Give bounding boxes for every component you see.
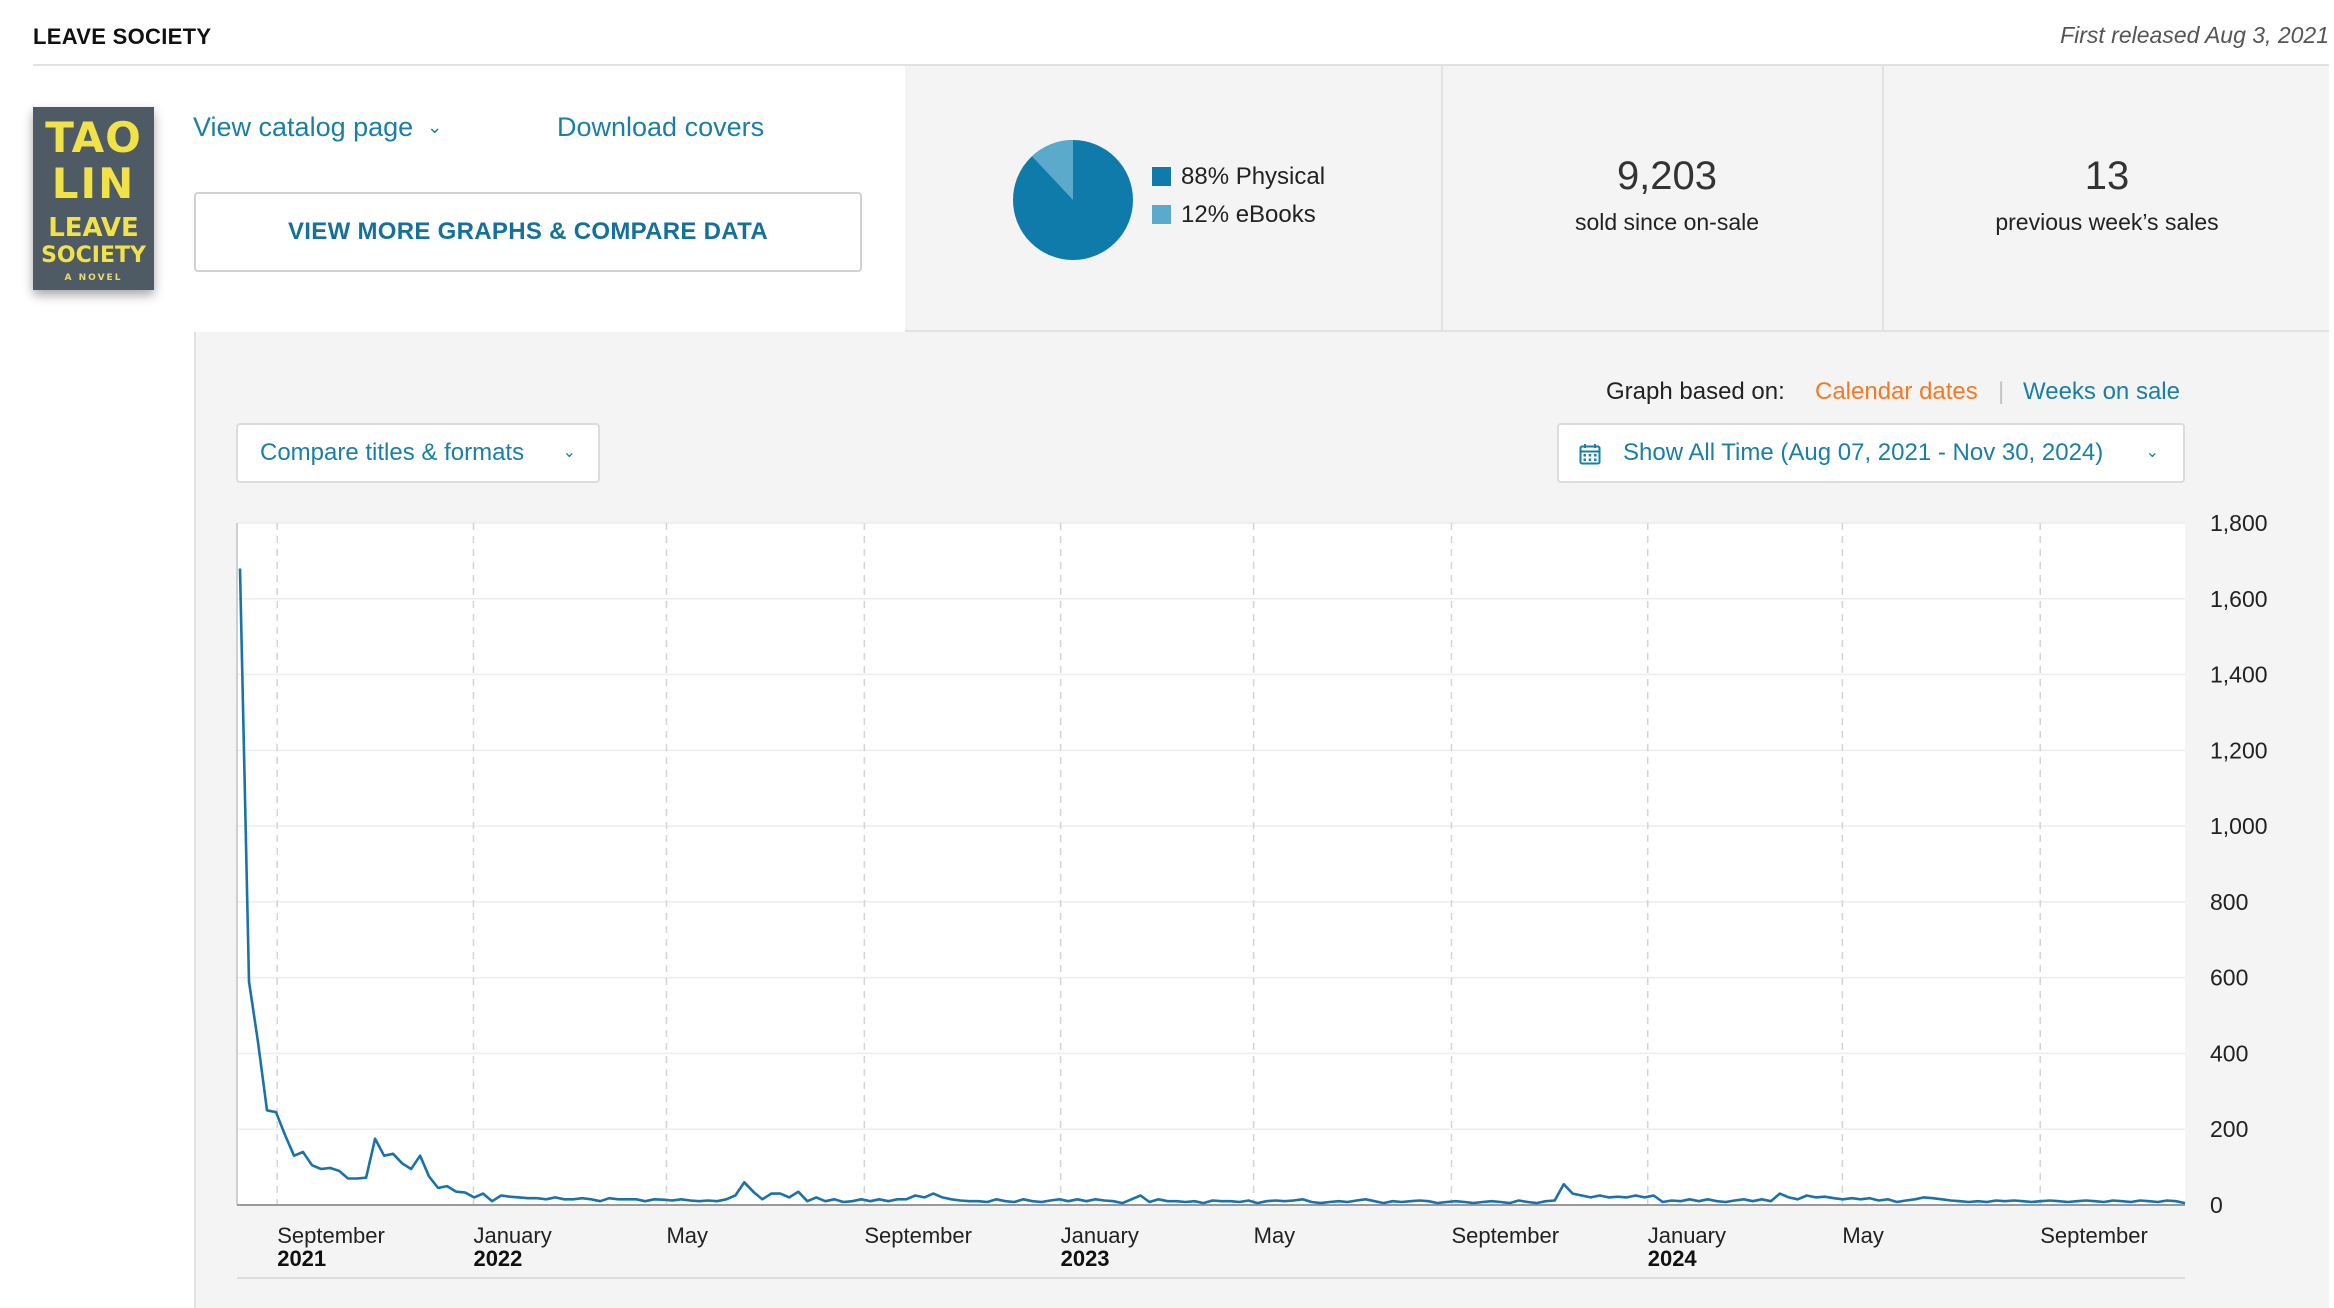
chevron-down-icon: ⌄: [2145, 444, 2159, 461]
legend-item-ebooks: 12% eBooks: [1152, 201, 1316, 229]
legend-swatch: [1152, 167, 1171, 186]
view-catalog-label: View catalog page: [193, 112, 414, 142]
weekly-sales-label: previous week’s sales: [1995, 209, 2219, 235]
legend-label: 12% eBooks: [1181, 201, 1316, 228]
cover-text: A NOVEL: [64, 273, 123, 283]
book-cover[interactable]: TAO LIN LEAVE SOCIETY A NOVEL: [33, 107, 154, 290]
divider: [1882, 66, 1884, 332]
cover-text: LEAVE: [48, 213, 139, 243]
stats-panel: 88% Physical 12% eBooks 9,203 sold since…: [905, 66, 2329, 332]
release-date: First released Aug 3, 2021: [2060, 22, 2329, 48]
view-more-graphs-button[interactable]: VIEW MORE GRAPHS & COMPARE DATA: [194, 192, 862, 272]
sold-label: sold since on-sale: [1574, 209, 1760, 235]
book-title: LEAVE SOCIETY: [33, 24, 212, 49]
date-range-label: Show All Time (Aug 07, 2021 - Nov 30, 20…: [1623, 439, 2104, 466]
sold-count: 9,203: [1616, 154, 1718, 198]
download-covers-link[interactable]: Download covers: [557, 112, 765, 142]
compare-titles-dropdown[interactable]: Compare titles & formats ⌄: [236, 423, 600, 483]
weekly-sales-count: 13: [2084, 154, 2130, 198]
format-pie-chart: [1013, 140, 1133, 260]
basis-separator: |: [1998, 378, 2005, 405]
calendar-icon: [1579, 444, 1601, 465]
weeks-on-sale-option[interactable]: Weeks on sale: [2023, 378, 2180, 405]
date-range-dropdown[interactable]: Show All Time (Aug 07, 2021 - Nov 30, 20…: [1557, 423, 2185, 483]
calendar-dates-option[interactable]: Calendar dates: [1815, 378, 1978, 405]
cover-text: SOCIETY: [41, 243, 146, 268]
pie-slice-ebooks: [1031, 140, 1073, 200]
divider: [1441, 66, 1443, 332]
graph-basis-label: Graph based on:: [1606, 378, 1785, 405]
legend-label: 88% Physical: [1181, 163, 1326, 190]
compare-titles-label: Compare titles & formats: [260, 439, 525, 466]
legend-swatch: [1152, 205, 1171, 224]
view-catalog-link[interactable]: View catalog page ⌄: [193, 112, 442, 143]
cover-text: LIN: [51, 159, 136, 208]
cover-text: TAO: [45, 113, 142, 162]
chevron-down-icon: ⌄: [427, 117, 443, 137]
title-bar: LEAVE SOCIETY First released Aug 3, 2021: [33, 0, 2329, 66]
chevron-down-icon: ⌄: [562, 444, 576, 461]
legend-item-physical: 88% Physical: [1152, 163, 1325, 191]
